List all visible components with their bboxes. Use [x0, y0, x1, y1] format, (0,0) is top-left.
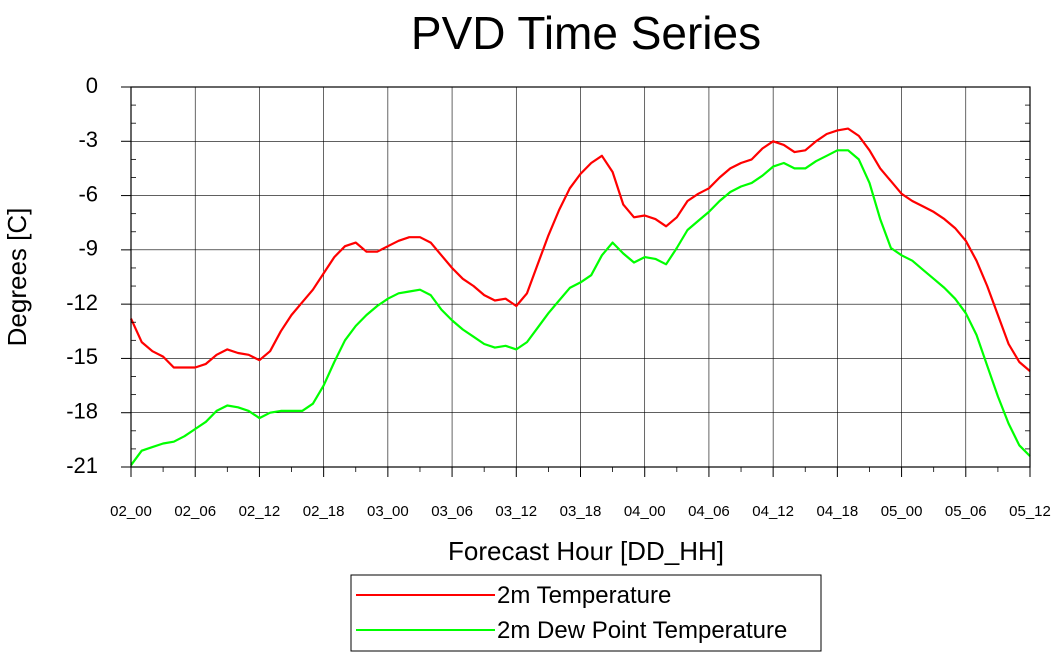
x-tick-label: 05_12	[1009, 503, 1051, 520]
x-tick-label: 05_06	[945, 503, 987, 520]
x-tick-label: 03_18	[560, 503, 602, 520]
x-tick-label: 03_00	[367, 503, 409, 520]
x-tick-label: 03_12	[495, 503, 537, 520]
series-lines	[129, 127, 1031, 466]
x-tick-label: 03_06	[431, 503, 473, 520]
x-tick-labels: 02_00 02_06 02_12 02_18 03_00 03_06 03_12 03_18…	[110, 503, 1051, 520]
y-tick-label: -3	[78, 127, 98, 152]
legend-label-dew-point: 2m Dew Point Temperature	[497, 617, 787, 644]
x-tick-label: 04_18	[816, 503, 858, 520]
x-tick-label: 02_12	[239, 503, 281, 520]
x-tick-label: 05_00	[881, 503, 923, 520]
y-tick-label: -15	[66, 344, 98, 369]
x-tick-label: 02_06	[174, 503, 216, 520]
axes	[121, 86, 1031, 477]
y-tick-label: -12	[66, 290, 98, 315]
y-tick-label: -9	[78, 236, 98, 261]
y-tick-label: -18	[66, 399, 98, 424]
x-axis-title: Forecast Hour [DD_HH]	[448, 536, 724, 566]
legend-label-temperature: 2m Temperature	[497, 582, 671, 609]
grid	[130, 86, 1031, 468]
x-tick-label: 04_00	[624, 503, 666, 520]
x-tick-label: 04_06	[688, 503, 730, 520]
x-tick-label: 04_12	[752, 503, 794, 520]
chart-title: PVD Time Series	[411, 7, 761, 59]
y-tick-labels: 0 -3 -6 -9 -12 -15 -18 -21	[66, 73, 98, 478]
y-tick-label: -21	[66, 453, 98, 478]
y-tick-label: -6	[78, 181, 98, 206]
series-line-temperature	[129, 127, 1031, 372]
series-line-dew-point	[130, 149, 1031, 466]
legend: 2m Temperature 2m Dew Point Temperature	[350, 574, 822, 652]
y-axis-title: Degrees [C]	[2, 208, 32, 347]
y-tick-label: 0	[86, 73, 98, 98]
x-tick-label: 02_18	[303, 503, 345, 520]
x-tick-label: 02_00	[110, 503, 152, 520]
legend-box	[350, 574, 822, 652]
